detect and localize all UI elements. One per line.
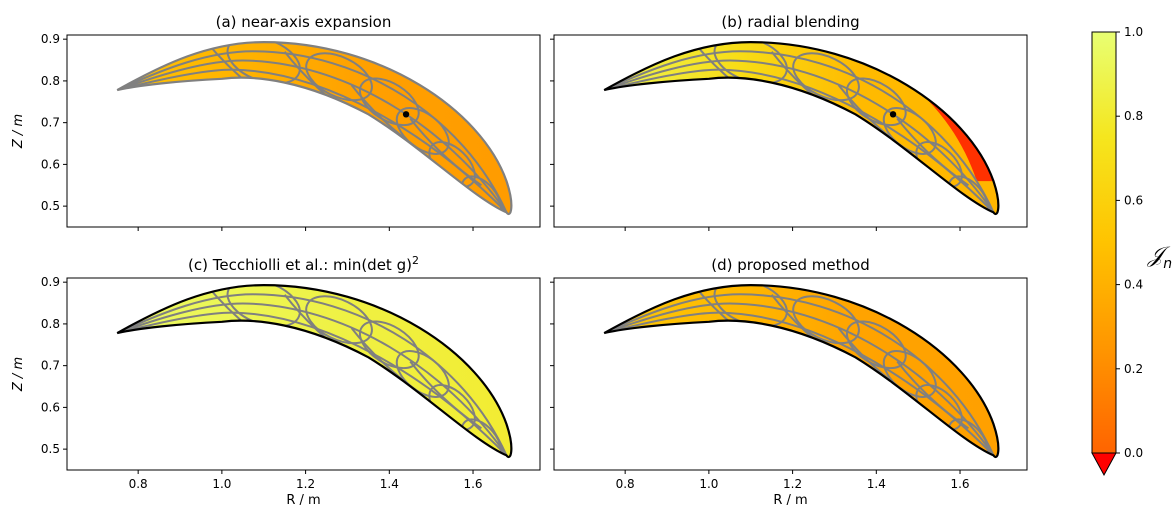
- panel-title: (d) proposed method: [711, 256, 870, 274]
- x-tick-label: 1.6: [950, 477, 969, 491]
- magnetic-axis-point: [402, 111, 410, 118]
- colorbar-tick-label: 0.4: [1124, 278, 1143, 292]
- x-tick-label: 0.8: [129, 477, 148, 491]
- y-tick-label: 0.7: [41, 116, 60, 130]
- colorbar-label-subscript: n: [1163, 256, 1172, 272]
- y-tick-label: 0.6: [41, 157, 60, 171]
- colorbar-tick-label: 1.0: [1124, 25, 1143, 39]
- x-tick-label: 1.4: [380, 477, 399, 491]
- boundary-outline: [603, 40, 1000, 215]
- axes-frame: [553, 34, 1028, 228]
- colorbar-tick-label: 0.8: [1124, 109, 1143, 123]
- x-tick-label: 1.2: [783, 477, 802, 491]
- x-tick-label: 0.8: [616, 477, 635, 491]
- axes-frame: [66, 34, 541, 228]
- panel-d: 0.8 1.0 1.2 1.4 1.6 (d) proposed method R / m: [550, 256, 1028, 508]
- x-tick-label: 1.2: [296, 477, 315, 491]
- x-tick-label: 1.6: [463, 477, 482, 491]
- panel-c: 0.8 1.0 1.2 1.4 1.6 0.5 0.6 0.7 0.8 0.9 (c) Tecchi…: [11, 254, 541, 508]
- cross-section-fill: [604, 42, 999, 215]
- panel-title: (a) near-axis expansion: [216, 13, 392, 31]
- panel-a: 0.5 0.6 0.7 0.8 0.9 (a) near-axis expansion Z …: [11, 13, 541, 231]
- boundary-outline: [116, 40, 513, 215]
- y-tick-label: 0.5: [41, 442, 60, 456]
- y-tick-label: 0.8: [41, 317, 60, 331]
- colorbar-tick-label: 0.0: [1124, 446, 1143, 460]
- y-axis-label: Z / m: [11, 357, 26, 392]
- panel-title: (c) Tecchiolli et al.: min(det g)2: [188, 254, 419, 274]
- y-tick-label: 0.7: [41, 359, 60, 373]
- colorbar-gradient: [1092, 32, 1116, 453]
- colorbar-tick-label: 0.6: [1124, 193, 1143, 207]
- panel-title: (b) radial blending: [721, 13, 859, 31]
- panel-title-superscript: 2: [412, 254, 419, 267]
- y-tick-label: 0.5: [41, 199, 60, 213]
- x-axis-label: R / m: [286, 493, 320, 508]
- y-tick-label: 0.8: [41, 74, 60, 88]
- colorbar-under-triangle: [1091, 452, 1117, 477]
- cross-section-fill: [117, 42, 512, 215]
- x-axis-label: R / m: [773, 493, 807, 508]
- negative-region-upper: [876, 51, 998, 182]
- axes-frame: [553, 277, 1028, 471]
- boundary-outline: [116, 283, 513, 458]
- x-tick-label: 1.4: [867, 477, 886, 491]
- y-tick-label: 0.9: [41, 32, 60, 46]
- x-tick-label: 1.0: [212, 477, 231, 491]
- x-tick-label: 1.0: [699, 477, 718, 491]
- colorbar-label: 𝒥n: [1147, 243, 1172, 272]
- y-tick-label: 0.9: [41, 275, 60, 289]
- colorbar-tick-label: 0.2: [1124, 362, 1143, 376]
- colorbar: 0.0 0.2 0.4 0.6 0.8 1.0 𝒥n: [1091, 25, 1172, 477]
- colorbar-frame: [1091, 31, 1117, 454]
- panel-title-text: (c) Tecchiolli et al.: min(det g): [188, 256, 412, 274]
- axes-frame: [66, 277, 541, 471]
- y-axis-label: Z / m: [11, 114, 26, 149]
- cross-section-fill: [604, 285, 999, 458]
- y-tick-label: 0.6: [41, 400, 60, 414]
- cross-section-fill: [117, 285, 512, 458]
- panel-b: (b) radial blending: [550, 13, 1028, 231]
- magnetic-axis-point: [889, 111, 897, 118]
- boundary-outline: [603, 283, 1000, 458]
